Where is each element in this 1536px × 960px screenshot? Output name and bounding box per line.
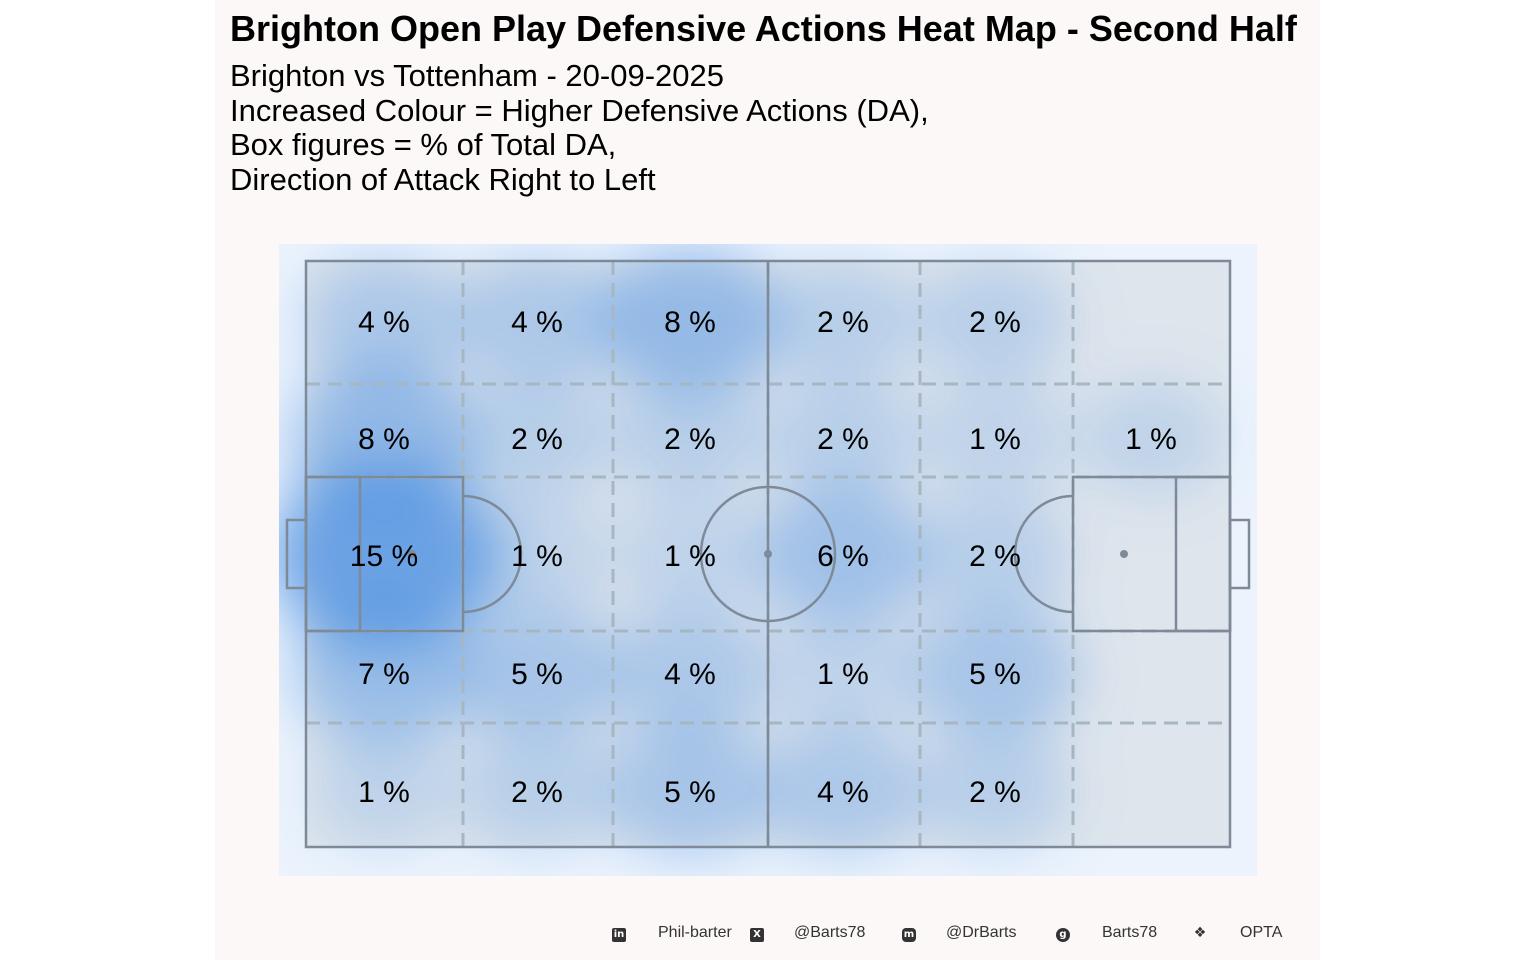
centre-circle (699, 485, 837, 623)
left-penalty-spot (408, 550, 416, 558)
cell-label: 5 % (969, 658, 1021, 691)
density-blob (461, 731, 613, 851)
density-blob (461, 378, 613, 498)
cell-label: 5 % (664, 776, 716, 809)
density-blob (767, 261, 919, 381)
cell-label: 4 % (664, 658, 716, 691)
right-penalty-spot (1120, 550, 1128, 558)
cell-label: 15 % (350, 540, 418, 573)
density-blob (910, 605, 1080, 741)
cell-label: 2 % (969, 776, 1021, 809)
cell-label: 4 % (511, 306, 563, 339)
subtitle-line-3: Box figures = % of Total DA, (230, 127, 617, 162)
subtitle-line-4: Direction of Attack Right to Left (230, 162, 656, 197)
chart-title: Brighton Open Play Defensive Actions Hea… (230, 8, 1297, 49)
cell-label: 2 % (511, 423, 563, 456)
pitch-markings (285, 259, 1251, 849)
density-blob (596, 246, 784, 396)
cell-label: 4 % (358, 306, 410, 339)
dropbox-icon: ❖ (1193, 925, 1207, 941)
density-blob (608, 608, 772, 738)
density-blob (919, 261, 1071, 381)
github-item: g (1056, 924, 1070, 942)
subtitle-line-1: Brighton vs Tottenham - 20-09-2025 (230, 58, 725, 93)
cell-label: 8 % (664, 306, 716, 339)
cell-label: 5 % (511, 658, 563, 691)
density-blob (605, 723, 775, 859)
density-blobs (279, 246, 1224, 859)
right-goal (1228, 518, 1251, 590)
cell-label: 2 % (817, 306, 869, 339)
cell-label: 1 % (664, 540, 716, 573)
density-blob (464, 497, 610, 613)
x-handle: @Barts78 (794, 924, 866, 941)
mastodon-handle: @DrBarts (946, 924, 1017, 941)
left-penalty-arc (462, 494, 523, 614)
linkedin-item: in (612, 924, 626, 942)
mastodon-item: m (902, 924, 916, 942)
density-blob (770, 615, 916, 731)
dropbox-item: ❖ (1193, 924, 1207, 942)
left-goal (285, 518, 308, 590)
cell-label: 2 % (664, 423, 716, 456)
x-item: X (750, 924, 764, 942)
cell-label: 1 % (511, 540, 563, 573)
github-icon: g (1056, 928, 1070, 942)
density-blob (614, 378, 766, 498)
cell-label: 1 % (358, 776, 410, 809)
density-blob (767, 378, 919, 498)
cell-label: 2 % (969, 540, 1021, 573)
linkedin-icon: in (612, 928, 626, 942)
cell-labels: 4 % 4 % 8 % 2 % 2 % 8 % 2 % 2 % 2 % 1 % 1 % 15 % 1 %… (350, 306, 1177, 809)
cell-label: 1 % (817, 658, 869, 691)
density-blob (922, 380, 1068, 496)
mastodon-icon: m (902, 928, 916, 942)
cell-label: 2 % (969, 306, 1021, 339)
density-blob (279, 462, 499, 648)
density-blob (311, 733, 457, 849)
x-icon: X (750, 928, 764, 942)
density-blob (761, 726, 925, 856)
density-blob (919, 495, 1071, 615)
density-blob (1078, 380, 1224, 496)
density-blob (755, 485, 931, 625)
density-blob (293, 600, 475, 746)
data-source: OPTA (1240, 924, 1283, 941)
density-blob (455, 256, 619, 386)
github-handle: Barts78 (1102, 924, 1158, 941)
cell-label: 1 % (1125, 423, 1177, 456)
linkedin-handle: Phil-barter (658, 924, 732, 941)
cell-label: 8 % (358, 423, 410, 456)
density-blob (302, 256, 466, 386)
centre-spot (764, 550, 772, 558)
cell-label: 2 % (817, 423, 869, 456)
cell-label: 7 % (358, 658, 410, 691)
cell-label: 4 % (817, 776, 869, 809)
cell-label: 6 % (817, 540, 869, 573)
cell-label: 2 % (511, 776, 563, 809)
right-penalty-arc (1013, 494, 1074, 614)
cell-label: 1 % (969, 423, 1021, 456)
subtitle-line-2: Increased Colour = Higher Defensive Acti… (230, 93, 929, 128)
density-blob (617, 497, 763, 613)
density-blob (452, 605, 622, 741)
density-blob (919, 731, 1071, 851)
density-layer (279, 246, 1224, 859)
